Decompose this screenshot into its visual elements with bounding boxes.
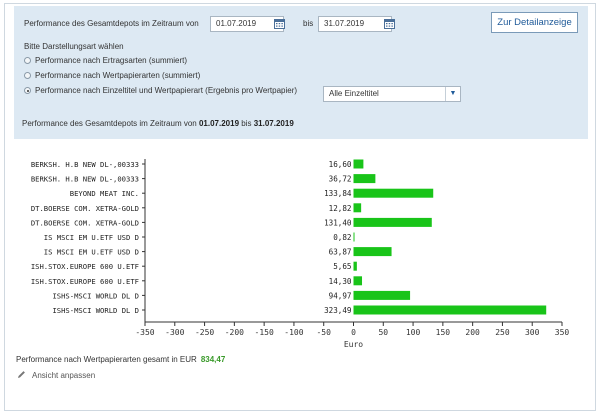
date-to-input[interactable]: 31.07.2019 (318, 16, 392, 32)
select-value: Alle Einzeltitel (329, 89, 379, 98)
value-label: 63,87 (329, 248, 352, 257)
bar (353, 174, 376, 184)
bar (353, 305, 547, 315)
category-label: DT.BOERSE COM. XETRA-GOLD (31, 218, 139, 227)
value-label: 94,97 (329, 291, 352, 300)
category-label: IS MSCI EM U.ETF USD D (44, 233, 139, 242)
value-label: 12,82 (329, 204, 352, 213)
x-tick-label: -250 (195, 328, 214, 337)
x-tick-label: -150 (255, 328, 274, 337)
summary-between: bis (241, 119, 252, 128)
total-performance: Performance nach Wertpapierarten gesamt … (16, 355, 225, 364)
date-from-input[interactable]: 01.07.2019 (210, 16, 284, 32)
summary-to: 31.07.2019 (253, 119, 294, 128)
radio-einzeltitel[interactable] (24, 87, 31, 94)
category-label: BERKSH. H.B NEW DL-,00333 (31, 160, 139, 169)
bar (353, 203, 362, 213)
x-tick-label: 100 (406, 328, 421, 337)
total-label: Performance nach Wertpapierarten gesamt … (16, 355, 197, 364)
x-tick-label: 0 (351, 328, 356, 337)
bar (353, 261, 357, 271)
total-value: 834,47 (200, 355, 226, 364)
bar-chart-svg: -350 -300 -250 -200 -150 -100 -50 0 50 100 150 200 2… (31, 159, 570, 349)
x-tick-label: 250 (495, 328, 510, 337)
value-label: 16,60 (329, 160, 352, 169)
value-label: 131,40 (324, 218, 352, 227)
summary-prefix: Performance des Gesamtdepots im Zeitraum… (22, 119, 197, 128)
edit-link-label[interactable]: Ansicht anpassen (32, 371, 96, 380)
x-tick-label: -350 (135, 328, 154, 337)
edit-view-link[interactable]: Ansicht anpassen (17, 370, 95, 380)
title-select[interactable]: Alle Einzeltitel ▼ (323, 86, 461, 102)
bar (353, 232, 355, 242)
pencil-icon (18, 371, 25, 378)
summary-from: 01.07.2019 (198, 119, 240, 128)
x-tick-label: 150 (436, 328, 451, 337)
bar (353, 188, 434, 198)
x-tick-label: -100 (284, 328, 303, 337)
mode-label: Bitte Darstellungsart wählen (24, 42, 124, 51)
category-label: IS MSCI EM U.ETF USD D (44, 248, 139, 257)
category-label: ISHS-MSCI WORLD DL D (52, 291, 139, 300)
bar (353, 159, 364, 169)
radio-ertragsarten[interactable] (24, 57, 31, 64)
bar (353, 290, 411, 300)
x-tick-label: -200 (225, 328, 244, 337)
category-label: DT.BOERSE COM. XETRA-GOLD (31, 204, 139, 213)
x-tick-label: 350 (555, 328, 570, 337)
detail-view-button[interactable]: Zur Detailanzeige (491, 12, 578, 33)
value-label: 5,65 (333, 262, 351, 271)
category-label: ISH.STOX.EUROPE 600 U.ETF (31, 262, 139, 271)
x-tick-label: 300 (525, 328, 540, 337)
x-axis-label: Euro (344, 340, 363, 349)
bar (353, 217, 432, 227)
x-tick-label: -50 (316, 328, 331, 337)
bar (353, 247, 392, 257)
category-label: ISHS-MSCI WORLD DL D (52, 306, 139, 315)
x-tick-label: -300 (165, 328, 184, 337)
option-label[interactable]: Performance nach Einzeltitel und Wertpap… (35, 86, 298, 95)
calendar-icon[interactable] (274, 18, 285, 29)
performance-chart: -350 -300 -250 -200 -150 -100 -50 0 50 100 150 200 2… (0, 150, 600, 350)
option-label[interactable]: Performance nach Ertragsarten (summiert) (35, 56, 188, 65)
category-label: BEYOND MEAT INC. (70, 189, 139, 198)
period-summary: Performance des Gesamtdepots im Zeitraum… (22, 119, 294, 128)
x-tick-label: 50 (378, 328, 388, 337)
value-label: 36,72 (329, 175, 352, 184)
calendar-icon[interactable] (384, 18, 395, 29)
value-label: 0,82 (333, 233, 351, 242)
option-label[interactable]: Performance nach Wertpapierarten (summie… (35, 71, 201, 80)
x-tick-label: 200 (465, 328, 480, 337)
category-label: ISH.STOX.EUROPE 600 U.ETF (31, 277, 139, 286)
radio-wertpapierarten[interactable] (24, 72, 31, 79)
period-label: Performance des Gesamtdepots im Zeitraum… (24, 19, 199, 28)
bar (353, 276, 363, 286)
value-label: 14,30 (329, 277, 352, 286)
category-label: BERKSH. H.B NEW DL-,00333 (31, 175, 139, 184)
chevron-down-icon[interactable]: ▼ (445, 87, 460, 101)
between-label: bis (303, 19, 314, 28)
value-label: 323,49 (324, 306, 352, 315)
value-label: 133,84 (324, 189, 352, 198)
